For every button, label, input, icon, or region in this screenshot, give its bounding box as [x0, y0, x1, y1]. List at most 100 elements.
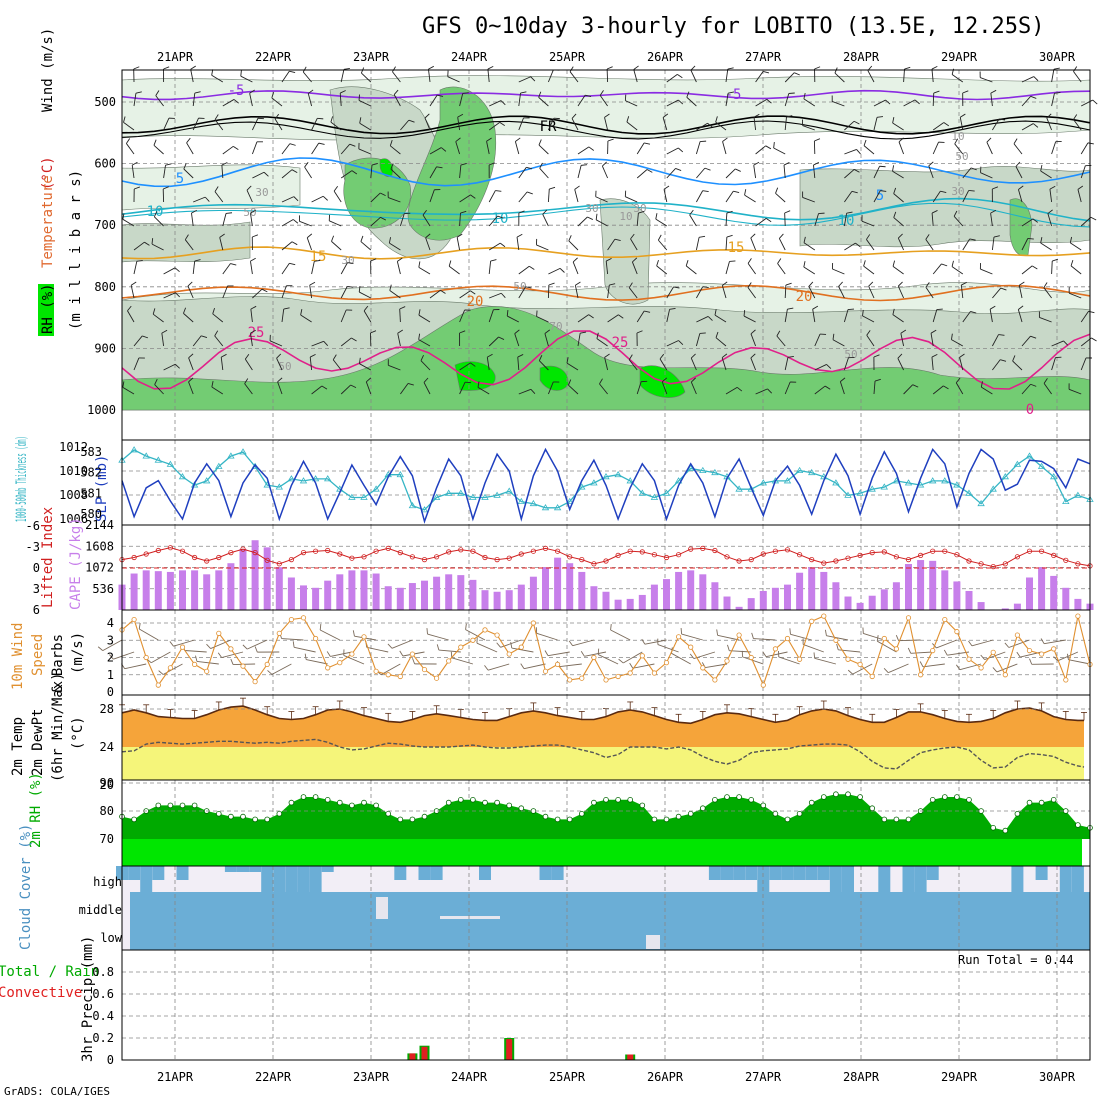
precip-ylabel: 3hr Precip (mm)	[80, 936, 96, 1062]
wind-barb-feather	[549, 186, 556, 190]
rh-marker	[470, 796, 476, 803]
wind-speed-marker	[651, 670, 658, 676]
lifted-index-marker	[700, 545, 706, 552]
lifted-index-marker	[567, 554, 573, 560]
wind-speed-marker	[240, 663, 246, 669]
wind-barb	[903, 99, 916, 107]
wind-barb	[307, 93, 313, 107]
wind-speed-marker	[857, 661, 863, 668]
rh-marker	[542, 813, 549, 820]
wind-speed-marker	[530, 620, 537, 626]
wind-barb	[863, 265, 875, 275]
wind-barb-feather	[428, 65, 434, 70]
wind-barb	[931, 357, 934, 371]
wind-barb	[604, 117, 609, 131]
lifted-index-marker	[1002, 561, 1008, 567]
lifted-index-marker	[627, 548, 633, 554]
precip-convective-bar	[506, 1039, 513, 1060]
high-cloud-bar	[551, 866, 564, 880]
wind-barb-feather	[898, 137, 904, 143]
precip-legend-total: Total / Rain	[0, 964, 99, 980]
lifted-index-marker	[312, 548, 319, 554]
wind-barb	[425, 237, 431, 251]
wind-barb	[1073, 71, 1082, 83]
wind-barb-feather	[240, 70, 242, 77]
wind-barb-feather	[544, 329, 551, 334]
lifted-index-marker	[893, 554, 900, 560]
rh-marker	[445, 799, 452, 806]
wind-barb	[834, 72, 845, 83]
wind-barb	[628, 359, 638, 371]
high-cloud-bar	[273, 866, 286, 892]
rh-marker	[929, 796, 936, 803]
wind-barb-feather	[1040, 164, 1043, 172]
wind-barb-feather	[919, 661, 924, 668]
wind-barb	[396, 261, 401, 275]
wind-barb-feather	[568, 379, 572, 386]
wind-barb-feather	[953, 210, 958, 217]
wind-barb	[662, 117, 668, 131]
wind-barb-feather	[897, 281, 903, 287]
wind-barb-feather	[321, 385, 328, 390]
wind-barb	[802, 125, 815, 131]
wind-barb-feather	[130, 281, 137, 286]
wind-barb	[571, 118, 579, 131]
wind-barb-feather	[1069, 236, 1073, 243]
wind-barb-feather	[669, 307, 676, 310]
wind-barb-feather	[581, 164, 588, 166]
wind-barb-feather	[249, 89, 255, 94]
wind-barb-feather	[169, 641, 174, 647]
wind-barb-feather	[276, 353, 282, 359]
wind-barb-feather	[580, 331, 587, 334]
thickness-marker	[565, 497, 574, 504]
wind-barb	[784, 93, 790, 107]
thickness-marker	[154, 456, 163, 463]
wind-barb-feather	[516, 233, 523, 238]
cape-bar	[650, 584, 658, 610]
wind-barb-feather	[233, 99, 239, 104]
wind-speed-marker	[724, 658, 730, 664]
lifted-index-marker	[591, 561, 597, 567]
thickness-marker	[215, 462, 223, 469]
wind-barb-feather	[1029, 658, 1033, 665]
wind-barb-feather	[487, 353, 493, 358]
wind-barb	[1068, 659, 1091, 665]
wind-barb	[671, 652, 691, 665]
wind-barb-feather	[460, 210, 467, 214]
wind-barb-feather	[460, 163, 467, 166]
wind-barb	[951, 74, 964, 83]
wind-barb	[539, 168, 549, 179]
slp-thickness-ylabel: 1000-500mb Thickness (dm) SLP (mb)	[14, 436, 110, 522]
wind-barb-feather	[194, 259, 201, 262]
lifted-index-marker	[288, 556, 294, 563]
wind-barb	[274, 118, 283, 131]
cloud-panel	[116, 865, 1091, 951]
wind-barb	[548, 267, 561, 275]
high-cloud-bar	[817, 866, 830, 880]
svg-text:1000-500mb Thickness (dm): 1000-500mb Thickness (dm)	[14, 436, 30, 522]
wind-speed-marker	[591, 654, 597, 661]
wind-barb	[183, 168, 194, 179]
wind-barb-feather	[898, 233, 903, 239]
wind-barb	[343, 654, 365, 665]
wind-barb-feather	[689, 209, 694, 216]
thickness-marker	[311, 475, 320, 482]
wind-barb	[778, 656, 800, 665]
wind-barb	[429, 94, 438, 107]
wind-barb	[814, 657, 837, 665]
isotherm-25	[121, 330, 1091, 390]
wind-barb	[332, 359, 342, 371]
wind-barb-feather	[876, 116, 884, 118]
wind-barb-feather	[304, 653, 307, 660]
wind-barb	[636, 213, 639, 227]
wind-barb	[131, 165, 135, 179]
thickness-marker	[396, 470, 405, 478]
wind-speed-marker	[675, 634, 682, 640]
wind-barb-feather	[632, 257, 638, 263]
wind-speed-marker	[470, 637, 476, 643]
wind-barb-feather	[689, 653, 695, 659]
high-cloud-bar	[309, 866, 322, 892]
date-label-bottom: 25APR	[549, 1070, 586, 1084]
wind-barb-feather	[813, 652, 816, 659]
wind-barb	[750, 357, 757, 371]
